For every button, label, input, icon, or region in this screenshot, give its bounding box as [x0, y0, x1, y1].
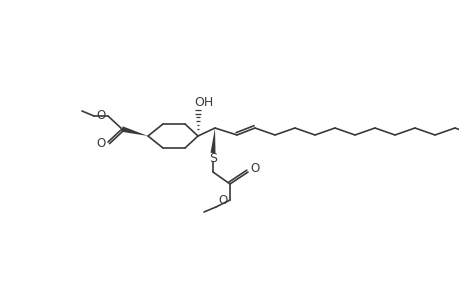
Text: S: S [208, 152, 217, 164]
Polygon shape [121, 126, 148, 136]
Polygon shape [210, 128, 215, 153]
Text: OH: OH [194, 95, 213, 109]
Text: O: O [96, 109, 106, 122]
Text: O: O [96, 136, 106, 149]
Text: O: O [218, 194, 227, 206]
Text: O: O [250, 161, 259, 175]
